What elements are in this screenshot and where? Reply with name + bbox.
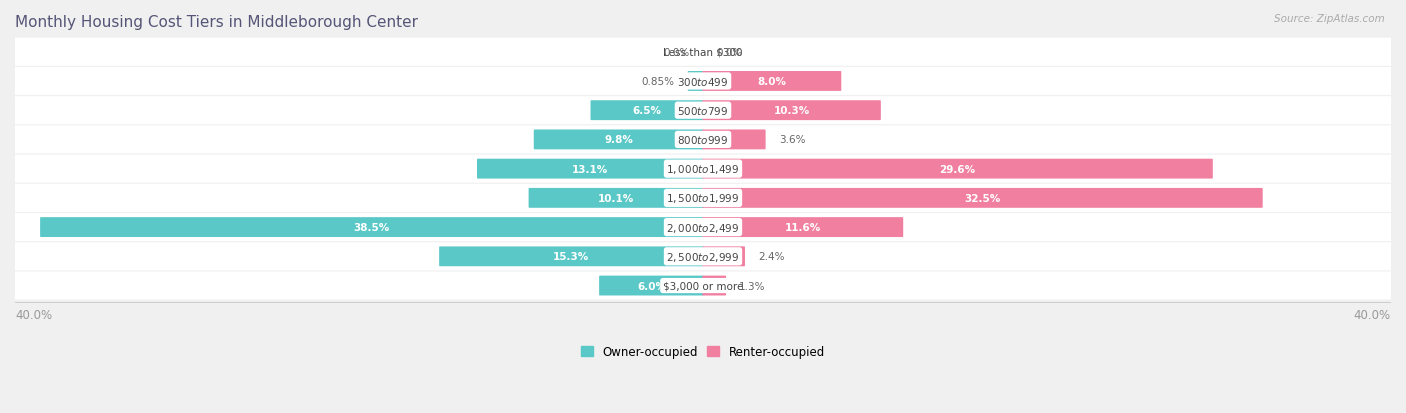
FancyBboxPatch shape bbox=[599, 276, 703, 296]
Text: 40.0%: 40.0% bbox=[15, 309, 52, 322]
Text: $2,500 to $2,999: $2,500 to $2,999 bbox=[666, 250, 740, 263]
Text: $1,000 to $1,499: $1,000 to $1,499 bbox=[666, 163, 740, 176]
Text: 6.0%: 6.0% bbox=[637, 281, 666, 291]
Text: 11.6%: 11.6% bbox=[785, 223, 821, 233]
FancyBboxPatch shape bbox=[439, 247, 703, 267]
FancyBboxPatch shape bbox=[703, 130, 766, 150]
Text: 29.6%: 29.6% bbox=[939, 164, 976, 174]
Text: 2.4%: 2.4% bbox=[758, 252, 785, 262]
FancyBboxPatch shape bbox=[6, 214, 1400, 242]
Text: 6.5%: 6.5% bbox=[633, 106, 662, 116]
Text: 0.0%: 0.0% bbox=[717, 47, 742, 57]
Text: $300 to $499: $300 to $499 bbox=[678, 76, 728, 88]
Text: $500 to $799: $500 to $799 bbox=[678, 105, 728, 117]
FancyBboxPatch shape bbox=[703, 247, 745, 267]
FancyBboxPatch shape bbox=[703, 159, 1213, 179]
Text: 3.6%: 3.6% bbox=[779, 135, 806, 145]
FancyBboxPatch shape bbox=[688, 72, 703, 92]
FancyBboxPatch shape bbox=[703, 72, 841, 92]
FancyBboxPatch shape bbox=[6, 184, 1400, 212]
Text: $800 to $999: $800 to $999 bbox=[678, 134, 728, 146]
Text: Less than $300: Less than $300 bbox=[664, 47, 742, 57]
FancyBboxPatch shape bbox=[6, 272, 1400, 300]
FancyBboxPatch shape bbox=[6, 68, 1400, 96]
FancyBboxPatch shape bbox=[703, 276, 725, 296]
FancyBboxPatch shape bbox=[6, 155, 1400, 183]
Text: Monthly Housing Cost Tiers in Middleborough Center: Monthly Housing Cost Tiers in Middleboro… bbox=[15, 15, 418, 30]
Text: $2,000 to $2,499: $2,000 to $2,499 bbox=[666, 221, 740, 234]
Text: 38.5%: 38.5% bbox=[354, 223, 389, 233]
Text: 10.1%: 10.1% bbox=[598, 193, 634, 203]
Text: 0.0%: 0.0% bbox=[664, 47, 689, 57]
FancyBboxPatch shape bbox=[6, 38, 1400, 66]
Text: 10.3%: 10.3% bbox=[773, 106, 810, 116]
Text: $1,500 to $1,999: $1,500 to $1,999 bbox=[666, 192, 740, 205]
FancyBboxPatch shape bbox=[41, 218, 703, 237]
FancyBboxPatch shape bbox=[534, 130, 703, 150]
Text: 40.0%: 40.0% bbox=[1354, 309, 1391, 322]
Text: 8.0%: 8.0% bbox=[758, 77, 786, 87]
FancyBboxPatch shape bbox=[6, 126, 1400, 154]
Text: $3,000 or more: $3,000 or more bbox=[662, 281, 744, 291]
Text: 0.85%: 0.85% bbox=[641, 77, 675, 87]
FancyBboxPatch shape bbox=[6, 243, 1400, 271]
FancyBboxPatch shape bbox=[591, 101, 703, 121]
FancyBboxPatch shape bbox=[477, 159, 703, 179]
Text: 13.1%: 13.1% bbox=[572, 164, 609, 174]
FancyBboxPatch shape bbox=[6, 97, 1400, 125]
FancyBboxPatch shape bbox=[703, 218, 903, 237]
Text: 1.3%: 1.3% bbox=[740, 281, 766, 291]
FancyBboxPatch shape bbox=[529, 188, 703, 208]
Legend: Owner-occupied, Renter-occupied: Owner-occupied, Renter-occupied bbox=[576, 341, 830, 363]
FancyBboxPatch shape bbox=[703, 101, 880, 121]
Text: 9.8%: 9.8% bbox=[605, 135, 633, 145]
Text: 15.3%: 15.3% bbox=[554, 252, 589, 262]
Text: 32.5%: 32.5% bbox=[965, 193, 1001, 203]
Text: Source: ZipAtlas.com: Source: ZipAtlas.com bbox=[1274, 14, 1385, 24]
FancyBboxPatch shape bbox=[703, 188, 1263, 208]
